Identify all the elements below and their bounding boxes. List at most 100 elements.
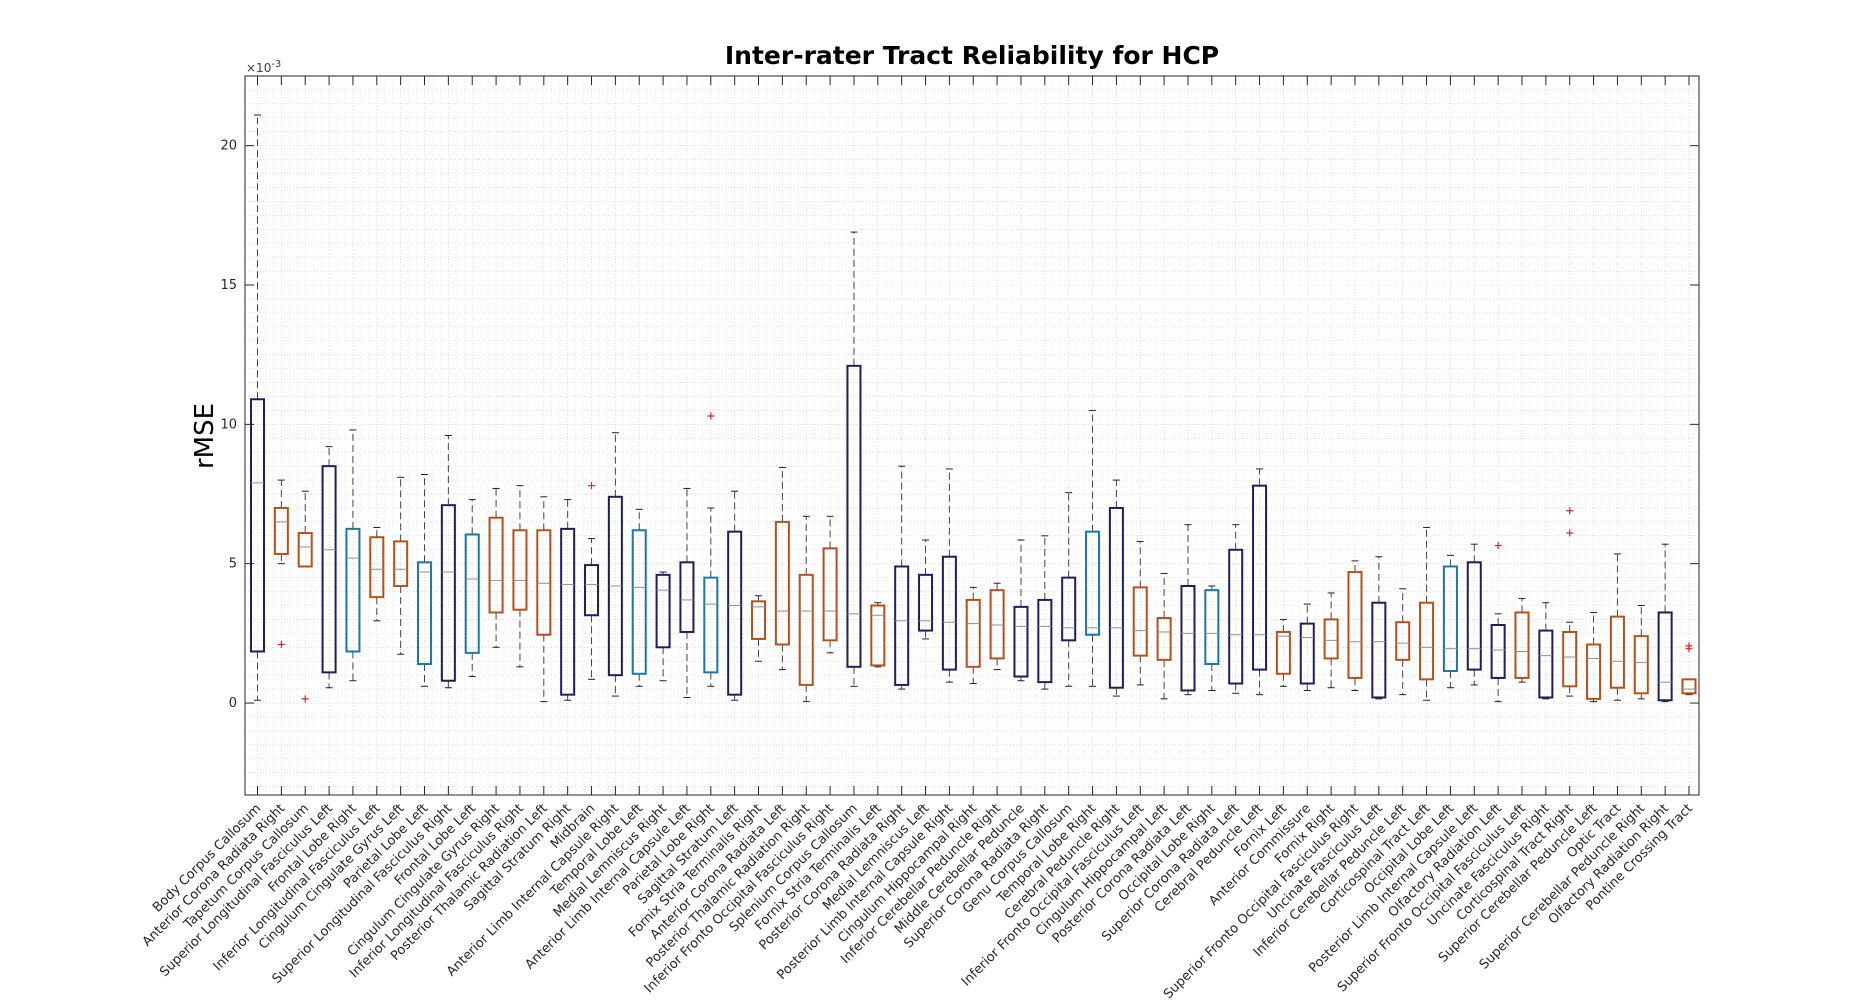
box-iqr <box>1657 611 1673 702</box>
box-iqr <box>464 533 480 654</box>
y-tick-label: 10 <box>220 417 237 432</box>
outlier-marker <box>1566 529 1574 537</box>
y-axis-label: rMSE <box>190 403 220 469</box>
box-17 <box>631 508 647 687</box>
box-37 <box>1108 479 1124 697</box>
box-iqr <box>1347 571 1363 679</box>
box-iqr <box>1419 601 1435 681</box>
box-54 <box>1514 598 1530 683</box>
box-13 <box>536 496 552 703</box>
box-42 <box>1228 524 1244 694</box>
box-iqr <box>417 561 433 666</box>
y-exponent-label: ×10-3 <box>246 59 281 75</box>
box-57 <box>1586 611 1602 703</box>
box-iqr <box>774 520 790 646</box>
box-iqr <box>1156 617 1172 661</box>
y-tick-label: 20 <box>220 139 237 154</box>
box-iqr <box>345 527 361 653</box>
box-iqr <box>1180 584 1196 692</box>
box-iqr <box>1132 586 1148 657</box>
box-iqr <box>440 504 456 682</box>
axis-ticks: 0 5 10 15 20 <box>220 76 1699 795</box>
box-iqr <box>918 573 934 632</box>
box-41 <box>1204 585 1220 691</box>
box-43 <box>1252 468 1268 696</box>
box-iqr <box>989 589 1005 660</box>
axes-frame <box>244 75 1700 796</box>
box-iqr <box>1323 618 1339 660</box>
outlier-marker <box>707 412 715 420</box>
box-34 <box>1037 535 1053 690</box>
box-33 <box>1013 539 1029 682</box>
box-28 <box>894 465 910 690</box>
y-tick-label: 0 <box>229 696 237 711</box>
box-iqr <box>727 530 743 696</box>
box-iqr <box>512 529 528 611</box>
box-iqr <box>1061 576 1077 642</box>
box-14 <box>560 499 576 701</box>
minor-grid <box>245 76 1699 795</box>
box-5 <box>345 429 361 682</box>
box-46 <box>1323 592 1339 689</box>
box-47 <box>1347 560 1363 691</box>
box-20 <box>703 412 719 687</box>
box-44 <box>1275 618 1291 687</box>
box-iqr <box>250 398 265 653</box>
boxes <box>250 114 1697 703</box>
box-6 <box>369 526 385 622</box>
box-19 <box>679 487 695 698</box>
box-iqr <box>488 516 504 614</box>
box-16 <box>607 432 623 697</box>
chart-title: Inter-rater Tract Reliability for HCP <box>725 41 1219 70</box>
box-iqr <box>894 565 910 686</box>
box-iqr <box>1252 484 1268 671</box>
box-iqr <box>703 576 719 674</box>
box-iqr <box>1395 621 1411 661</box>
box-iqr <box>1466 561 1482 671</box>
box-iqr <box>1633 635 1649 695</box>
y-tick-label: 5 <box>229 557 237 572</box>
box-iqr <box>1514 611 1530 679</box>
box-iqr <box>560 527 576 696</box>
box-iqr <box>631 529 647 675</box>
box-55 <box>1538 602 1554 700</box>
box-iqr <box>1204 589 1220 666</box>
box-2 <box>273 479 289 649</box>
box-iqr <box>1442 565 1458 672</box>
box-22 <box>751 595 767 662</box>
outlier-marker <box>1566 507 1574 515</box>
box-56 <box>1562 507 1578 697</box>
box-9 <box>440 435 456 689</box>
box-iqr <box>822 547 838 642</box>
box-61 <box>1681 642 1697 696</box>
y-tick-label: 15 <box>220 278 237 293</box>
box-iqr <box>1108 506 1124 689</box>
box-50 <box>1419 526 1435 701</box>
box-52 <box>1466 543 1482 686</box>
box-iqr <box>1228 548 1244 685</box>
exponent-power: -3 <box>271 59 281 70</box>
box-30 <box>941 468 957 683</box>
box-iqr <box>1562 630 1578 688</box>
box-iqr <box>1681 678 1697 695</box>
box-29 <box>918 539 934 640</box>
box-25 <box>822 515 838 654</box>
outlier-marker <box>277 641 285 649</box>
box-iqr <box>1490 624 1506 679</box>
box-iqr <box>751 600 767 640</box>
box-iqr <box>1609 615 1625 689</box>
box-iqr <box>870 604 886 667</box>
outlier-marker <box>1685 642 1693 650</box>
box-1 <box>250 114 265 701</box>
box-iqr <box>536 529 552 636</box>
box-26 <box>846 231 862 687</box>
box-iqr <box>798 573 814 686</box>
box-35 <box>1061 492 1077 687</box>
box-18 <box>655 571 671 682</box>
outlier-marker <box>588 482 596 490</box>
box-iqr <box>941 555 957 671</box>
box-iqr <box>1275 630 1291 675</box>
box-iqr <box>1538 629 1554 699</box>
outlier-marker <box>301 695 309 703</box>
